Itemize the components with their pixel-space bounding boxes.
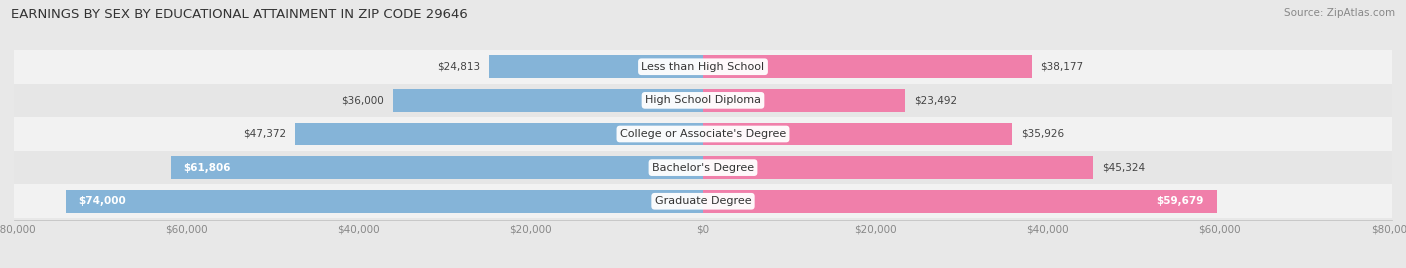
Bar xyxy=(295,122,703,146)
Text: $23,492: $23,492 xyxy=(914,95,957,105)
Bar xyxy=(703,55,1032,78)
Bar xyxy=(14,184,1392,218)
Text: $36,000: $36,000 xyxy=(342,95,384,105)
Text: $45,324: $45,324 xyxy=(1102,163,1144,173)
Text: $74,000: $74,000 xyxy=(79,196,127,206)
Text: $24,813: $24,813 xyxy=(437,62,481,72)
Text: EARNINGS BY SEX BY EDUCATIONAL ATTAINMENT IN ZIP CODE 29646: EARNINGS BY SEX BY EDUCATIONAL ATTAINMEN… xyxy=(11,8,468,21)
Bar xyxy=(392,89,703,112)
Bar xyxy=(703,89,905,112)
Bar xyxy=(14,84,1392,117)
Text: College or Associate's Degree: College or Associate's Degree xyxy=(620,129,786,139)
Bar xyxy=(489,55,703,78)
Text: High School Diploma: High School Diploma xyxy=(645,95,761,105)
Text: Graduate Degree: Graduate Degree xyxy=(655,196,751,206)
Text: $61,806: $61,806 xyxy=(184,163,231,173)
Bar xyxy=(703,190,1218,213)
Bar xyxy=(14,117,1392,151)
Text: Bachelor's Degree: Bachelor's Degree xyxy=(652,163,754,173)
Text: Less than High School: Less than High School xyxy=(641,62,765,72)
Text: $59,679: $59,679 xyxy=(1157,196,1204,206)
Bar xyxy=(14,151,1392,184)
Bar xyxy=(703,122,1012,146)
Bar xyxy=(703,156,1094,179)
Text: $47,372: $47,372 xyxy=(243,129,287,139)
Text: Source: ZipAtlas.com: Source: ZipAtlas.com xyxy=(1284,8,1395,18)
Bar xyxy=(14,50,1392,84)
Text: $35,926: $35,926 xyxy=(1021,129,1064,139)
Bar xyxy=(170,156,703,179)
Text: $38,177: $38,177 xyxy=(1040,62,1084,72)
Bar xyxy=(66,190,703,213)
